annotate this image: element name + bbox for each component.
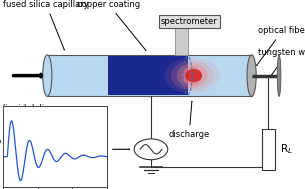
Ellipse shape [171, 60, 213, 91]
Text: R$_L$: R$_L$ [280, 142, 293, 156]
Bar [174, 28, 188, 55]
Y-axis label: voltage: voltage [0, 132, 2, 161]
Ellipse shape [185, 69, 202, 82]
Text: spectrometer: spectrometer [161, 17, 217, 26]
Ellipse shape [277, 55, 281, 96]
Text: fused silica capillary: fused silica capillary [3, 0, 89, 50]
Ellipse shape [165, 58, 220, 94]
Text: copper coating: copper coating [77, 0, 146, 50]
Bar [108, 56, 188, 95]
Bar [47, 55, 252, 96]
Text: liquid delivery: liquid delivery [3, 104, 63, 113]
Ellipse shape [177, 63, 207, 88]
Ellipse shape [43, 55, 52, 96]
Circle shape [134, 139, 168, 160]
Text: discharge: discharge [168, 101, 210, 139]
Bar [262, 129, 275, 170]
Text: optical fiber: optical fiber [257, 26, 305, 65]
Ellipse shape [181, 66, 203, 85]
Text: tungsten wire: tungsten wire [258, 48, 305, 75]
FancyBboxPatch shape [159, 15, 220, 28]
Ellipse shape [247, 55, 256, 96]
